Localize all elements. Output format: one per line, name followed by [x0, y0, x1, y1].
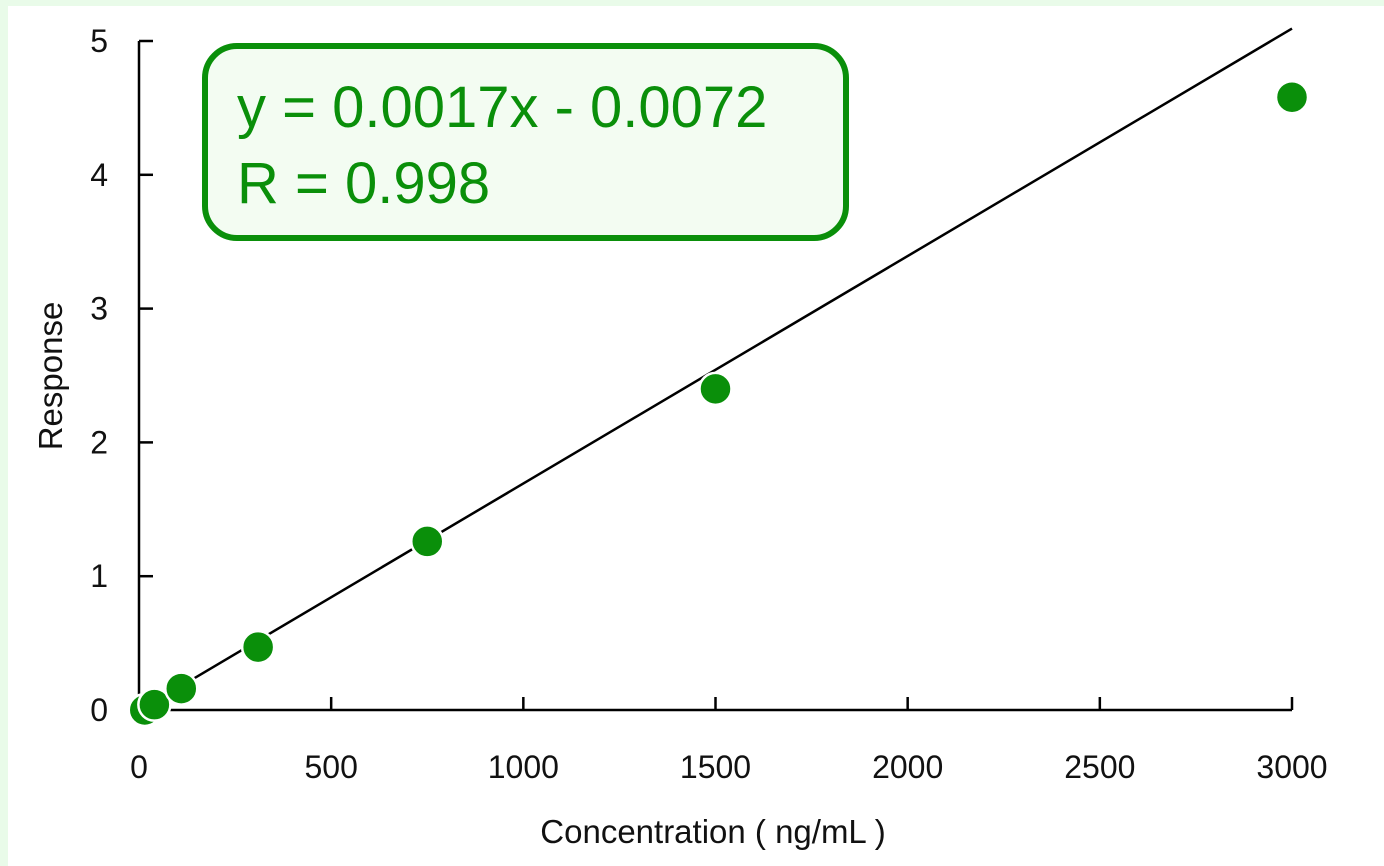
x-tick-label: 500 [304, 749, 357, 785]
regression-equation: y = 0.0017x - 0.0072 [237, 75, 767, 140]
calibration-chart: 0 500 1000 1500 2000 2500 3000 0 1 2 3 4 5 y = 0.001… [32, 23, 1328, 850]
x-tick-label: 1500 [680, 749, 751, 785]
data-point [410, 524, 445, 559]
y-tick-label: 2 [90, 424, 108, 460]
x-tick-label: 3000 [1256, 749, 1327, 785]
data-point [1274, 79, 1310, 115]
y-tick-label: 0 [90, 692, 108, 728]
equation-box: y = 0.0017x - 0.0072 R = 0.998 [202, 43, 849, 241]
x-axis-title: Concentration ( ng/mL ) [540, 813, 885, 850]
chart-frame: 0 500 1000 1500 2000 2500 3000 0 1 2 3 4 5 y = 0.001… [8, 6, 1384, 866]
data-point [698, 371, 733, 407]
y-tick-label: 5 [90, 23, 108, 59]
x-tick-label: 2000 [872, 749, 943, 785]
fit-line-layer [144, 27, 1293, 709]
x-tick-label: 2500 [1064, 749, 1135, 785]
axes: 0 500 1000 1500 2000 2500 3000 0 1 2 3 4 5 [90, 23, 1327, 785]
y-tick-label: 3 [90, 291, 108, 327]
data-point [240, 629, 276, 665]
x-tick-label: 1000 [488, 749, 559, 785]
data-point [137, 687, 172, 722]
data-point [164, 671, 199, 706]
y-tick-label: 4 [90, 157, 108, 193]
y-tick-label: 1 [90, 558, 108, 594]
x-tick-label: 0 [130, 749, 148, 785]
data-points [127, 79, 1310, 728]
equation-box-frame [202, 43, 849, 241]
regression-line [144, 27, 1293, 709]
y-axis-title: Response [32, 302, 69, 451]
correlation-coefficient: R = 0.998 [237, 151, 490, 216]
